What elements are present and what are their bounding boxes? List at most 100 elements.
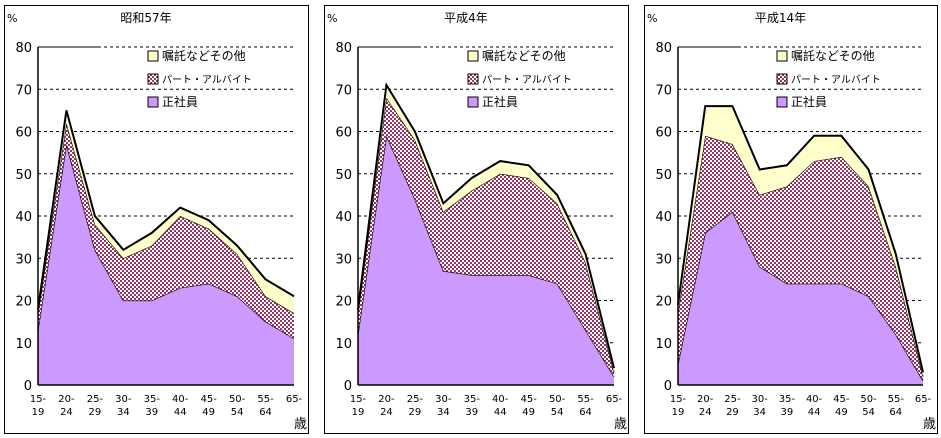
x-tick-label: 40- xyxy=(806,394,823,405)
x-tick-label: 54 xyxy=(231,407,244,418)
legend-swatch xyxy=(776,73,788,85)
legend-label: パート・アルバイト xyxy=(162,74,252,86)
area-series-part-arbeit xyxy=(358,97,614,377)
x-tick-label: 55- xyxy=(888,394,905,405)
legend-swatch xyxy=(467,96,479,108)
x-tick-label: 24 xyxy=(699,407,712,418)
y-tick-label: 50 xyxy=(655,168,672,183)
legend-item-part-arbeit: パート・アルバイト xyxy=(147,73,252,86)
x-tick-label: 24 xyxy=(60,407,73,418)
x-tick-label: 29 xyxy=(409,407,422,418)
y-tick-label: 70 xyxy=(335,83,352,98)
legend-label: 嘱託などその他 xyxy=(482,48,566,63)
x-tick-label: 55- xyxy=(257,394,274,405)
legend-label: 嘱託などその他 xyxy=(162,48,246,63)
x-tick-label: 44 xyxy=(494,407,507,418)
area-series-seishain xyxy=(38,144,294,385)
legend-item-part-arbeit: パート・アルバイト xyxy=(776,73,881,86)
y-tick-label: 80 xyxy=(335,41,352,56)
legend-swatch xyxy=(147,73,159,85)
legend-label: 正社員 xyxy=(162,94,198,109)
area-series-seishain xyxy=(358,135,614,385)
x-tick-label: 15- xyxy=(30,394,47,405)
x-tick-label: 30- xyxy=(435,394,452,405)
x-tick-label: 25- xyxy=(724,394,741,405)
y-tick-label: 70 xyxy=(15,83,32,98)
legend-item-seishain: 正社員 xyxy=(776,94,827,109)
y-tick-label: 10 xyxy=(335,337,352,352)
chart-title: 昭和57年 xyxy=(120,11,171,25)
x-tick-label: 20- xyxy=(697,394,714,405)
x-tick-label: 29 xyxy=(726,407,739,418)
y-axis-label: % xyxy=(327,12,337,25)
x-tick-label: 40- xyxy=(492,394,509,405)
legend-swatch xyxy=(467,73,479,85)
area-series-seishain xyxy=(678,211,923,385)
x-tick-label: 49 xyxy=(202,407,215,418)
x-tick-label: 65- xyxy=(606,394,623,405)
y-tick-label: 50 xyxy=(335,168,352,183)
legend-swatch xyxy=(776,50,788,62)
x-tick-label: 35- xyxy=(464,394,481,405)
x-tick-label: 20- xyxy=(58,394,75,405)
legend-item-seishain: 正社員 xyxy=(467,94,518,109)
x-tick-label: 49 xyxy=(522,407,535,418)
y-tick-label: 40 xyxy=(655,210,672,225)
legend-label: 正社員 xyxy=(791,94,827,109)
x-tick-label: 35- xyxy=(144,394,161,405)
legend-item-part-arbeit: パート・アルバイト xyxy=(467,73,572,86)
x-tick-label: 45- xyxy=(200,394,217,405)
x-tick-label: 35- xyxy=(779,394,796,405)
y-tick-label: 80 xyxy=(15,41,32,56)
legend-swatch xyxy=(147,50,159,62)
y-tick-label: 60 xyxy=(15,126,32,141)
legend-swatch xyxy=(467,50,479,62)
x-tick-label: 39 xyxy=(145,407,158,418)
area-series-shokutaku xyxy=(678,106,923,377)
x-tick-label: 55- xyxy=(577,394,594,405)
x-axis-label: 歳 xyxy=(614,417,627,432)
x-tick-label: 15- xyxy=(670,394,687,405)
chart-panel-2: 平成4年% 0 10 20 30 40 50 60 70 80 15- 19 20- 24 25- 29 30-… xyxy=(324,5,629,434)
y-tick-label: 50 xyxy=(15,168,32,183)
legend-label: 正社員 xyxy=(482,94,518,109)
legend-item-shokutaku: 嘱託などその他 xyxy=(147,48,246,63)
area-series-part-arbeit xyxy=(678,135,923,381)
x-axis-label: 歳 xyxy=(294,417,307,432)
y-tick-label: 30 xyxy=(335,252,352,267)
x-tick-label: 19 xyxy=(352,407,365,418)
total-line xyxy=(37,110,295,310)
y-tick-label: 20 xyxy=(655,295,672,310)
y-tick-label: 40 xyxy=(335,210,352,225)
chart-title: 平成14年 xyxy=(755,11,806,25)
x-tick-label: 39 xyxy=(465,407,478,418)
x-tick-label: 50- xyxy=(229,394,246,405)
x-tick-label: 24 xyxy=(380,407,393,418)
x-axis-label: 歳 xyxy=(923,417,936,432)
y-tick-label: 60 xyxy=(655,126,672,141)
x-tick-label: 45- xyxy=(833,394,850,405)
x-tick-label: 45- xyxy=(520,394,537,405)
y-tick-label: 40 xyxy=(15,210,32,225)
x-tick-label: 34 xyxy=(753,407,766,418)
y-axis-label: % xyxy=(647,12,657,25)
legend-item-seishain: 正社員 xyxy=(147,94,198,109)
y-tick-label: 30 xyxy=(655,252,672,267)
legend-swatch xyxy=(776,96,788,108)
legend-swatch xyxy=(147,96,159,108)
y-tick-label: 20 xyxy=(15,295,32,310)
y-tick-label: 0 xyxy=(344,379,352,394)
legend-label: パート・アルバイト xyxy=(791,74,881,86)
x-tick-label: 40- xyxy=(172,394,189,405)
area-series-shokutaku xyxy=(358,85,614,373)
x-tick-label: 54 xyxy=(551,407,564,418)
legend-item-shokutaku: 嘱託などその他 xyxy=(467,48,566,63)
y-tick-label: 70 xyxy=(655,83,672,98)
x-tick-label: 39 xyxy=(781,407,794,418)
chart-panel-3: 平成14年% 0 10 20 30 40 50 60 70 80 15- 19 20- 24 25- 29 30… xyxy=(644,5,938,434)
chart-panel-1: 昭和57年% 0 10 20 30 40 50 60 70 80 15- 19 20- 24 25- 29 30… xyxy=(4,5,309,434)
x-tick-label: 49 xyxy=(835,407,848,418)
x-tick-label: 54 xyxy=(862,407,875,418)
x-tick-label: 50- xyxy=(860,394,877,405)
